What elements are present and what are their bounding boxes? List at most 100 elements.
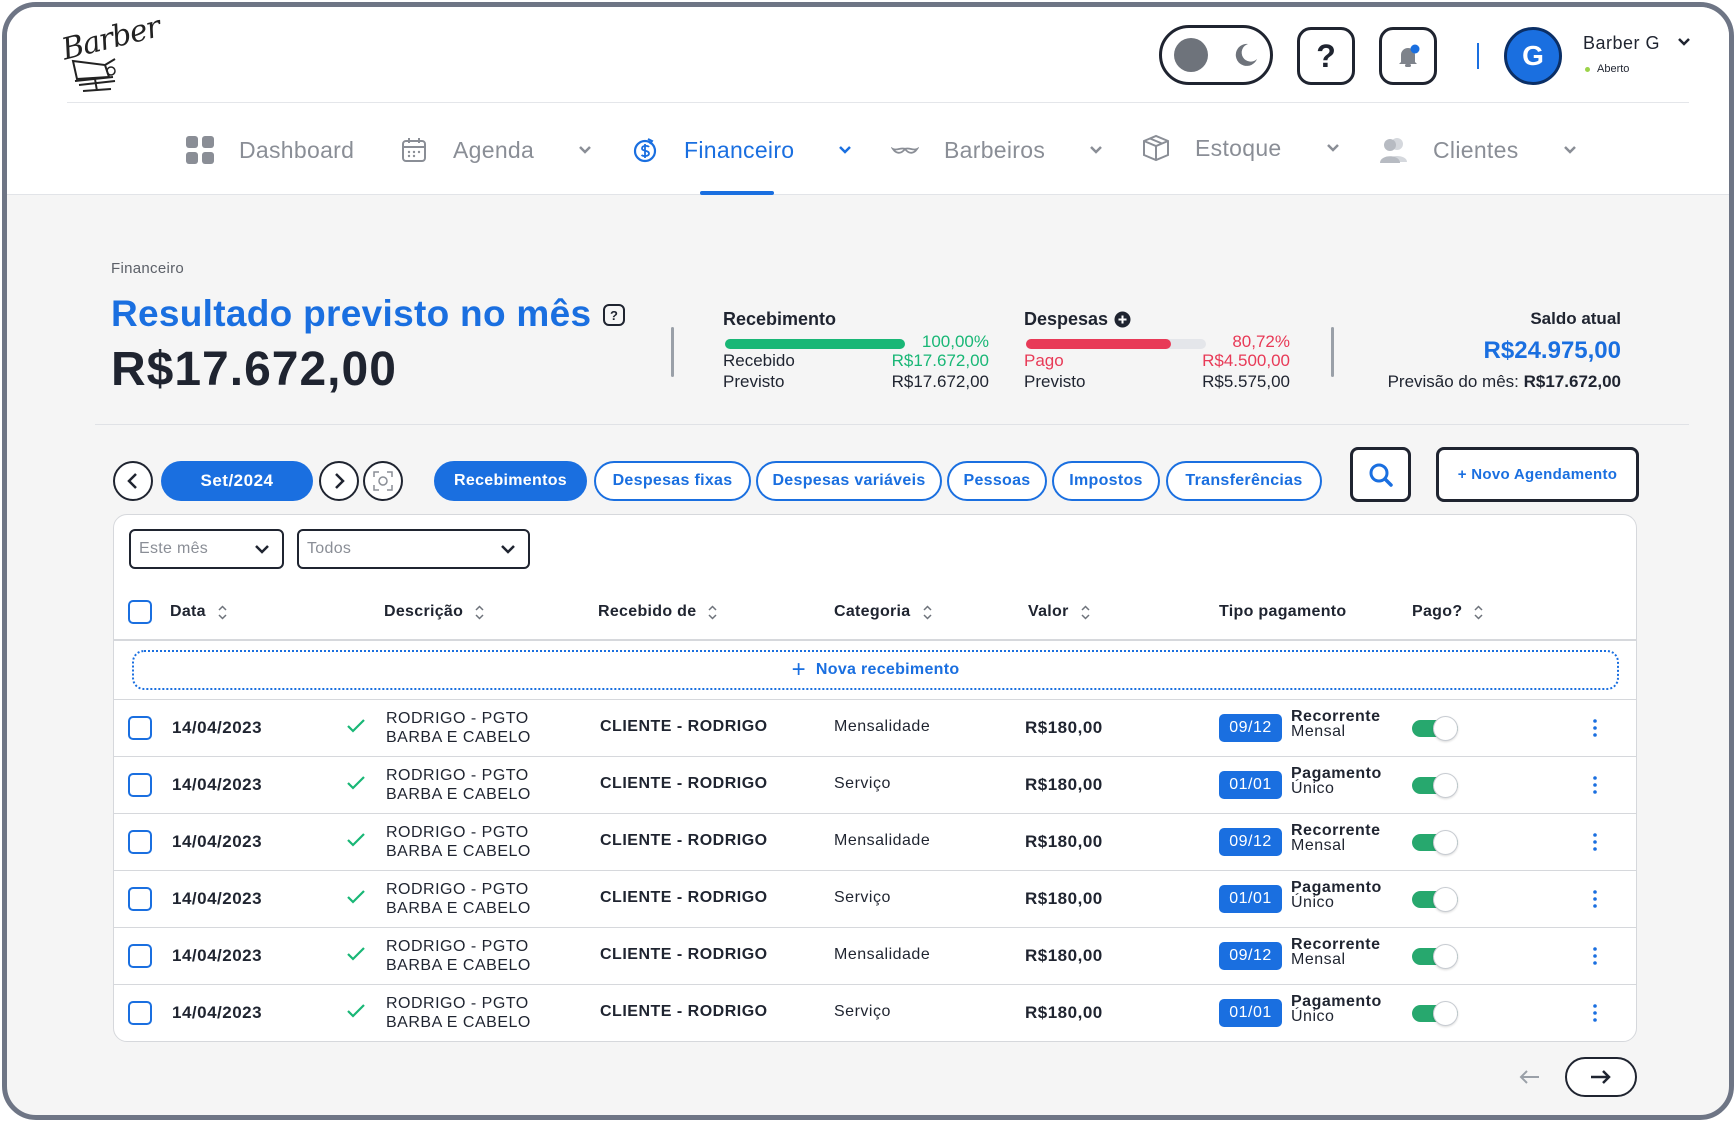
nav-item-agenda[interactable]: Agenda — [399, 135, 592, 165]
recebimento-progress-fill — [725, 339, 905, 349]
chevron-down-icon[interactable] — [1677, 37, 1691, 47]
next-page-button[interactable] — [1565, 1057, 1637, 1097]
month-selector[interactable]: Set/2024 — [161, 461, 313, 501]
calendar-icon — [399, 135, 429, 165]
row-checkbox[interactable] — [128, 773, 152, 797]
row-description: RODRIGO - PGTO BARBA E CABELO — [386, 880, 556, 918]
installment-badge: 01/01 — [1219, 885, 1282, 913]
row-payment-type: Pagamento Único — [1291, 766, 1382, 797]
tab-despesas-variaveis[interactable]: Despesas variáveis — [756, 461, 942, 501]
column-header-recebido-de[interactable]: Recebido de — [598, 603, 717, 621]
avatar[interactable]: G — [1504, 27, 1562, 85]
row-category: Mensalidade — [834, 946, 931, 963]
nav-label: Dashboard — [239, 136, 355, 163]
search-button[interactable] — [1350, 447, 1411, 502]
saldo-label: Saldo atual — [1530, 309, 1621, 328]
forecast-result-value: R$17.672,00 — [111, 343, 397, 396]
row-description-line1: RODRIGO - PGTO — [386, 995, 529, 1012]
more-options-icon[interactable] — [1592, 946, 1598, 966]
paid-toggle[interactable] — [1412, 887, 1458, 912]
row-checkbox[interactable] — [128, 716, 152, 740]
column-header-tipo-pagamento[interactable]: Tipo pagamento — [1219, 603, 1346, 621]
period-select[interactable]: Este mês — [129, 529, 284, 569]
row-received-from: CLIENTE - RODRIGO — [600, 889, 768, 906]
title-help-icon[interactable]: ? — [603, 304, 625, 326]
notifications-button[interactable] — [1379, 27, 1437, 85]
recebimento-title: Recebimento — [723, 309, 837, 329]
column-header-categoria[interactable]: Categoria — [834, 603, 932, 621]
prev-month-button[interactable] — [113, 461, 153, 501]
new-schedule-button[interactable]: + Novo Agendamento — [1436, 447, 1639, 502]
user-name[interactable]: Barber G — [1583, 33, 1661, 53]
mustache-icon — [890, 135, 920, 165]
row-checkbox[interactable] — [128, 887, 152, 911]
tab-despesas-fixas[interactable]: Despesas fixas — [594, 461, 751, 501]
tab-transferencias[interactable]: Transferências — [1166, 461, 1322, 501]
more-options-icon[interactable] — [1592, 889, 1598, 909]
paid-toggle[interactable] — [1412, 773, 1458, 798]
row-received-from: CLIENTE - RODRIGO — [600, 946, 768, 963]
column-header-descricao[interactable]: Descrição — [384, 603, 484, 621]
nav-item-estoque[interactable]: Estoque — [1141, 133, 1340, 163]
focus-target-icon — [373, 471, 393, 491]
nav-item-clientes[interactable]: Clientes — [1379, 135, 1577, 165]
more-options-icon[interactable] — [1592, 718, 1598, 738]
row-checkbox[interactable] — [128, 944, 152, 968]
breadcrumb[interactable]: Financeiro — [111, 260, 185, 277]
status-select[interactable]: Todos — [297, 529, 530, 569]
row-payment-type: Pagamento Único — [1291, 994, 1382, 1025]
nav-item-dashboard[interactable]: Dashboard — [185, 135, 354, 165]
dollar-circle-icon — [630, 135, 660, 165]
plus-circle-icon[interactable] — [1114, 311, 1131, 328]
box-icon — [1141, 133, 1171, 163]
row-payment-type: Recorrente Mensal — [1291, 937, 1380, 968]
paid-toggle[interactable] — [1412, 716, 1458, 741]
table-row[interactable]: 14/04/2023 RODRIGO - PGTO BARBA E CABELO CL… — [114, 699, 1636, 756]
payment-type-sub: Único — [1291, 894, 1335, 911]
table-row[interactable]: 14/04/2023 RODRIGO - PGTO BARBA E CABELO CL… — [114, 870, 1636, 927]
table-row[interactable]: 14/04/2023 RODRIGO - PGTO BARBA E CABELO CL… — [114, 756, 1636, 813]
check-icon — [347, 947, 365, 961]
nav-item-barbeiros[interactable]: Barbeiros — [890, 135, 1103, 165]
despesas-progress-bar — [1026, 339, 1206, 349]
table-row[interactable]: 14/04/2023 RODRIGO - PGTO BARBA E CABELO CL… — [114, 927, 1636, 984]
chevron-down-icon — [255, 545, 269, 554]
more-options-icon[interactable] — [1592, 775, 1598, 795]
column-header-data[interactable]: Data — [170, 603, 227, 621]
despesas-progress-fill — [1026, 339, 1172, 349]
select-all-checkbox[interactable] — [128, 600, 152, 624]
paid-toggle[interactable] — [1412, 1001, 1458, 1026]
new-receipt-button[interactable]: + Nova recebimento — [132, 650, 1619, 690]
payment-type-main: Recorrente — [1291, 822, 1381, 839]
paid-toggle-knob — [1433, 944, 1458, 969]
recebimento-row-forecast: Previsto R$17.672,00 — [723, 372, 989, 392]
nav-item-financeiro[interactable]: Financeiro — [630, 135, 852, 165]
paid-toggle[interactable] — [1412, 830, 1458, 855]
row-description: RODRIGO - PGTO BARBA E CABELO — [386, 709, 556, 747]
barber-logo[interactable]: Barber — [55, 9, 163, 101]
saldo-value: R$24.975,00 — [1483, 337, 1621, 364]
despesas-row-forecast: Previsto R$5.575,00 — [1024, 372, 1290, 392]
more-options-icon[interactable] — [1592, 1003, 1598, 1023]
chevron-down-icon — [1090, 146, 1103, 154]
current-month-button[interactable] — [363, 461, 403, 501]
row-description-line2: BARBA E CABELO — [386, 957, 531, 974]
installment-badge: 09/12 — [1219, 714, 1282, 742]
column-header-pago[interactable]: Pago? — [1412, 603, 1483, 621]
paid-toggle[interactable] — [1412, 944, 1458, 969]
prev-page-button[interactable] — [1517, 1067, 1543, 1087]
next-month-button[interactable] — [319, 461, 359, 501]
more-options-icon[interactable] — [1592, 832, 1598, 852]
row-value: R$180,00 — [1025, 832, 1103, 851]
help-button[interactable]: ? — [1297, 27, 1355, 85]
tab-impostos[interactable]: Impostos — [1052, 461, 1160, 501]
plus-icon: + — [791, 656, 806, 683]
tab-recebimentos[interactable]: Recebimentos — [434, 461, 587, 501]
column-header-valor[interactable]: Valor — [1028, 603, 1090, 621]
row-checkbox[interactable] — [128, 1001, 152, 1025]
table-row[interactable]: 14/04/2023 RODRIGO - PGTO BARBA E CABELO CL… — [114, 813, 1636, 870]
row-checkbox[interactable] — [128, 830, 152, 854]
theme-toggle[interactable] — [1159, 25, 1273, 85]
tab-pessoas[interactable]: Pessoas — [947, 461, 1047, 501]
table-row[interactable]: 14/04/2023 RODRIGO - PGTO BARBA E CABELO CL… — [114, 984, 1636, 1041]
